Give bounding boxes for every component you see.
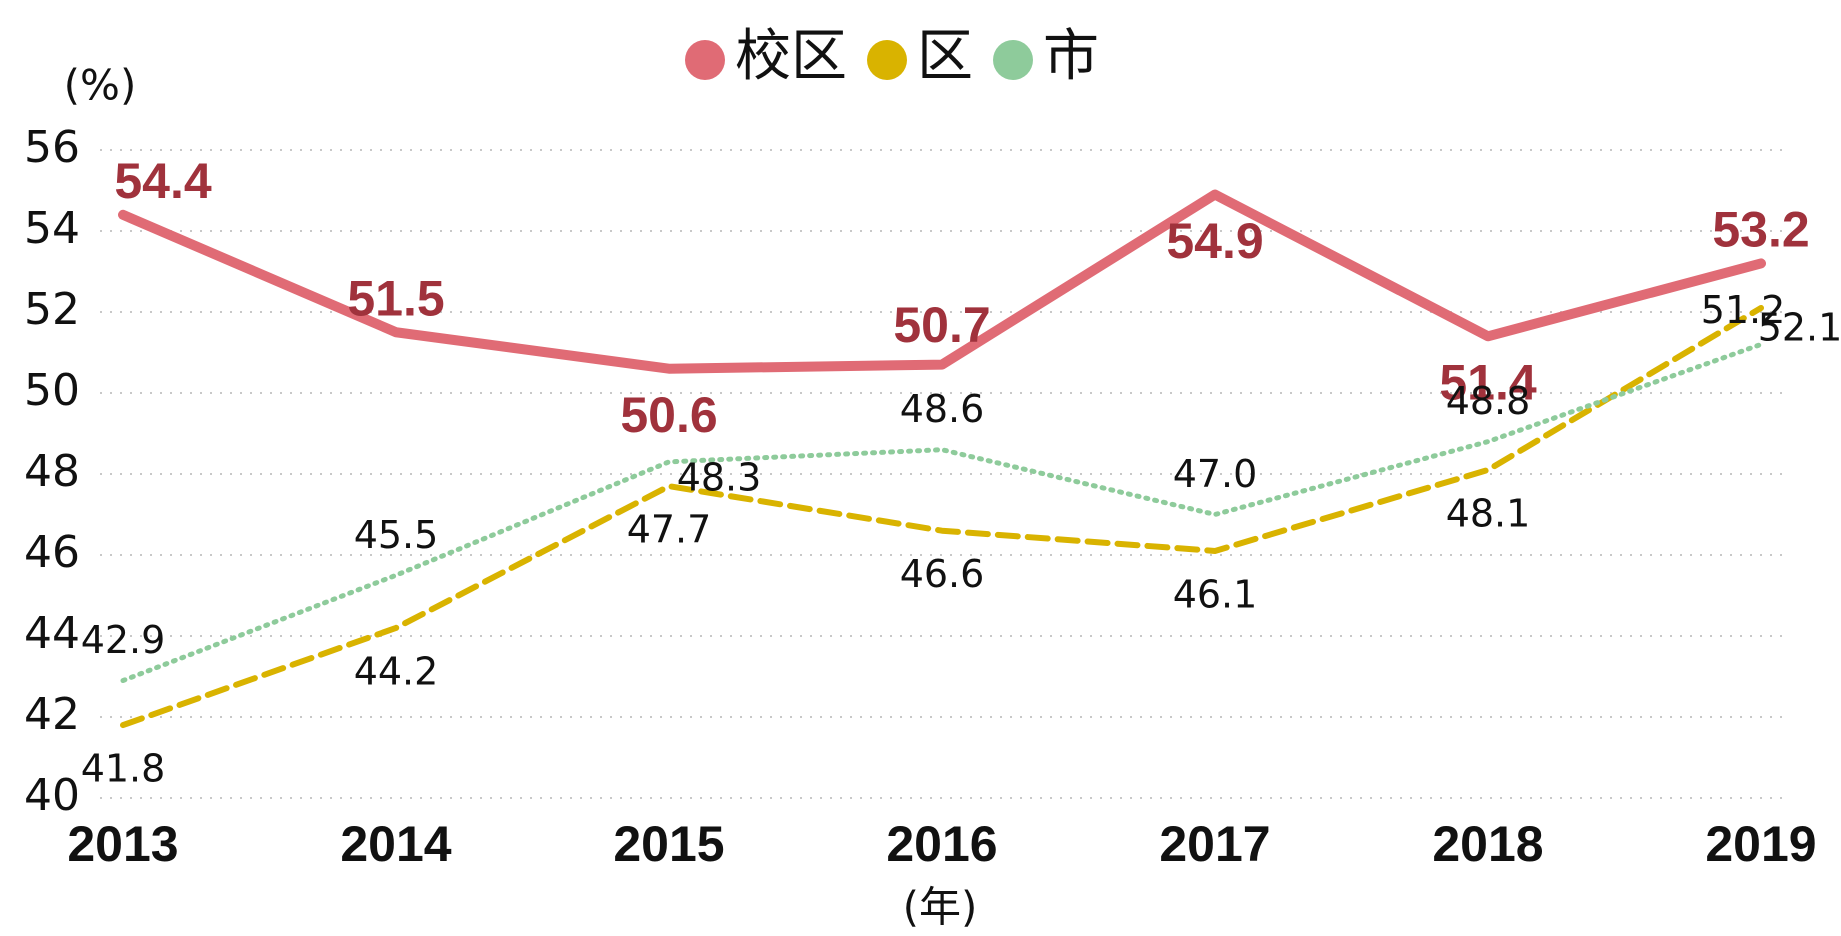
x-tick-label: 2013: [67, 816, 178, 872]
legend-swatch: [685, 40, 725, 80]
data-label: 50.6: [620, 387, 717, 443]
series-line: [118, 189, 1766, 374]
data-label: 52.1: [1758, 305, 1841, 349]
y-tick-label: 42: [24, 689, 80, 740]
data-label: 41.8: [81, 747, 166, 791]
data-label: 42.9: [81, 618, 166, 662]
data-label: 48.6: [900, 387, 985, 431]
data-label: 46.1: [1173, 572, 1258, 616]
y-tick-label: 56: [24, 122, 80, 173]
x-tick-label: 2017: [1159, 816, 1270, 872]
data-label: 46.6: [900, 552, 985, 596]
y-tick-label: 44: [24, 608, 80, 659]
data-label: 54.4: [114, 153, 212, 209]
legend-label: 市: [1043, 24, 1099, 89]
legend-swatch: [993, 40, 1033, 80]
data-label: 51.4: [1439, 355, 1537, 411]
data-label: 51.5: [347, 270, 444, 326]
x-tick-label: 2015: [613, 816, 724, 872]
data-label: 48.8: [1446, 379, 1531, 423]
legend-label: 校区: [735, 24, 847, 89]
data-label: 48.1: [1446, 491, 1531, 535]
data-label: 47.0: [1173, 452, 1258, 496]
legend-label: 区: [917, 24, 973, 89]
legend-swatch: [867, 40, 907, 80]
y-tick-label: 54: [24, 203, 80, 254]
data-label: 50.7: [893, 297, 990, 353]
y-unit: (%): [64, 61, 137, 110]
y-tick-label: 50: [24, 365, 80, 416]
x-tick-label: 2018: [1432, 816, 1543, 872]
data-label: 51.2: [1701, 288, 1786, 332]
data-label: 44.2: [354, 649, 439, 693]
x-tick-label: 2014: [340, 816, 451, 872]
data-label: 53.2: [1712, 202, 1809, 258]
data-label: 45.5: [354, 513, 439, 557]
x-axis-label: (年): [903, 883, 978, 932]
y-tick-label: 40: [24, 770, 80, 821]
series-line: [120, 304, 1764, 729]
x-tick-label: 2016: [886, 816, 997, 872]
y-tick-label: 52: [24, 284, 80, 335]
series-line: [120, 341, 1764, 684]
y-tick-label: 46: [24, 527, 80, 578]
data-label: 48.3: [677, 455, 762, 499]
data-label: 47.7: [627, 508, 712, 552]
y-tick-label: 48: [24, 446, 80, 497]
x-tick-label: 2019: [1705, 816, 1816, 872]
data-label: 54.9: [1166, 213, 1263, 269]
